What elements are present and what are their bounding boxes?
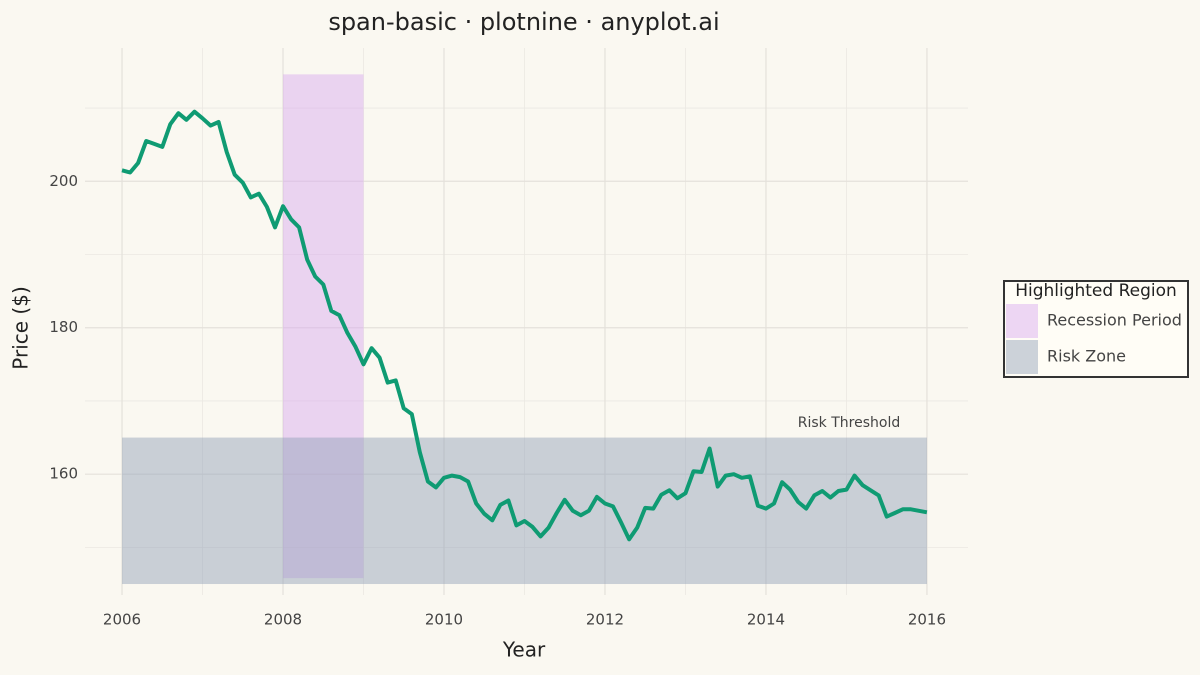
annotation: Risk Threshold bbox=[798, 415, 900, 431]
lines bbox=[121, 109, 928, 542]
legend-box bbox=[1003, 280, 1189, 378]
x-tick-label: 2008 bbox=[264, 611, 302, 629]
y-tick-label: 180 bbox=[49, 318, 78, 336]
data-line bbox=[121, 109, 928, 542]
legend-swatch bbox=[1006, 304, 1038, 338]
x-axis-label: Year bbox=[502, 638, 546, 662]
legend: Highlighted Region bbox=[1003, 280, 1189, 378]
spans bbox=[122, 74, 927, 585]
legend-swatch bbox=[1006, 340, 1038, 374]
x-tick-label: 2010 bbox=[425, 611, 463, 629]
x-tick-label: 2012 bbox=[586, 611, 624, 629]
legend-label: Risk Zone bbox=[1047, 347, 1126, 366]
x-tick-label: 2014 bbox=[747, 611, 785, 629]
span bbox=[283, 74, 364, 579]
x-tick-label: 2016 bbox=[908, 611, 946, 629]
span bbox=[122, 437, 927, 585]
y-tick-label: 160 bbox=[49, 465, 78, 483]
x-tick-label: 2006 bbox=[103, 611, 141, 629]
grid bbox=[85, 48, 968, 595]
y-tick-label: 200 bbox=[49, 172, 78, 190]
legend-label: Recession Period bbox=[1047, 311, 1182, 330]
chart-title: span-basic · plotnine · anyplot.ai bbox=[328, 8, 719, 36]
y-axis-label: Price ($) bbox=[9, 286, 33, 369]
legend-title: Highlighted Region bbox=[1015, 281, 1177, 301]
